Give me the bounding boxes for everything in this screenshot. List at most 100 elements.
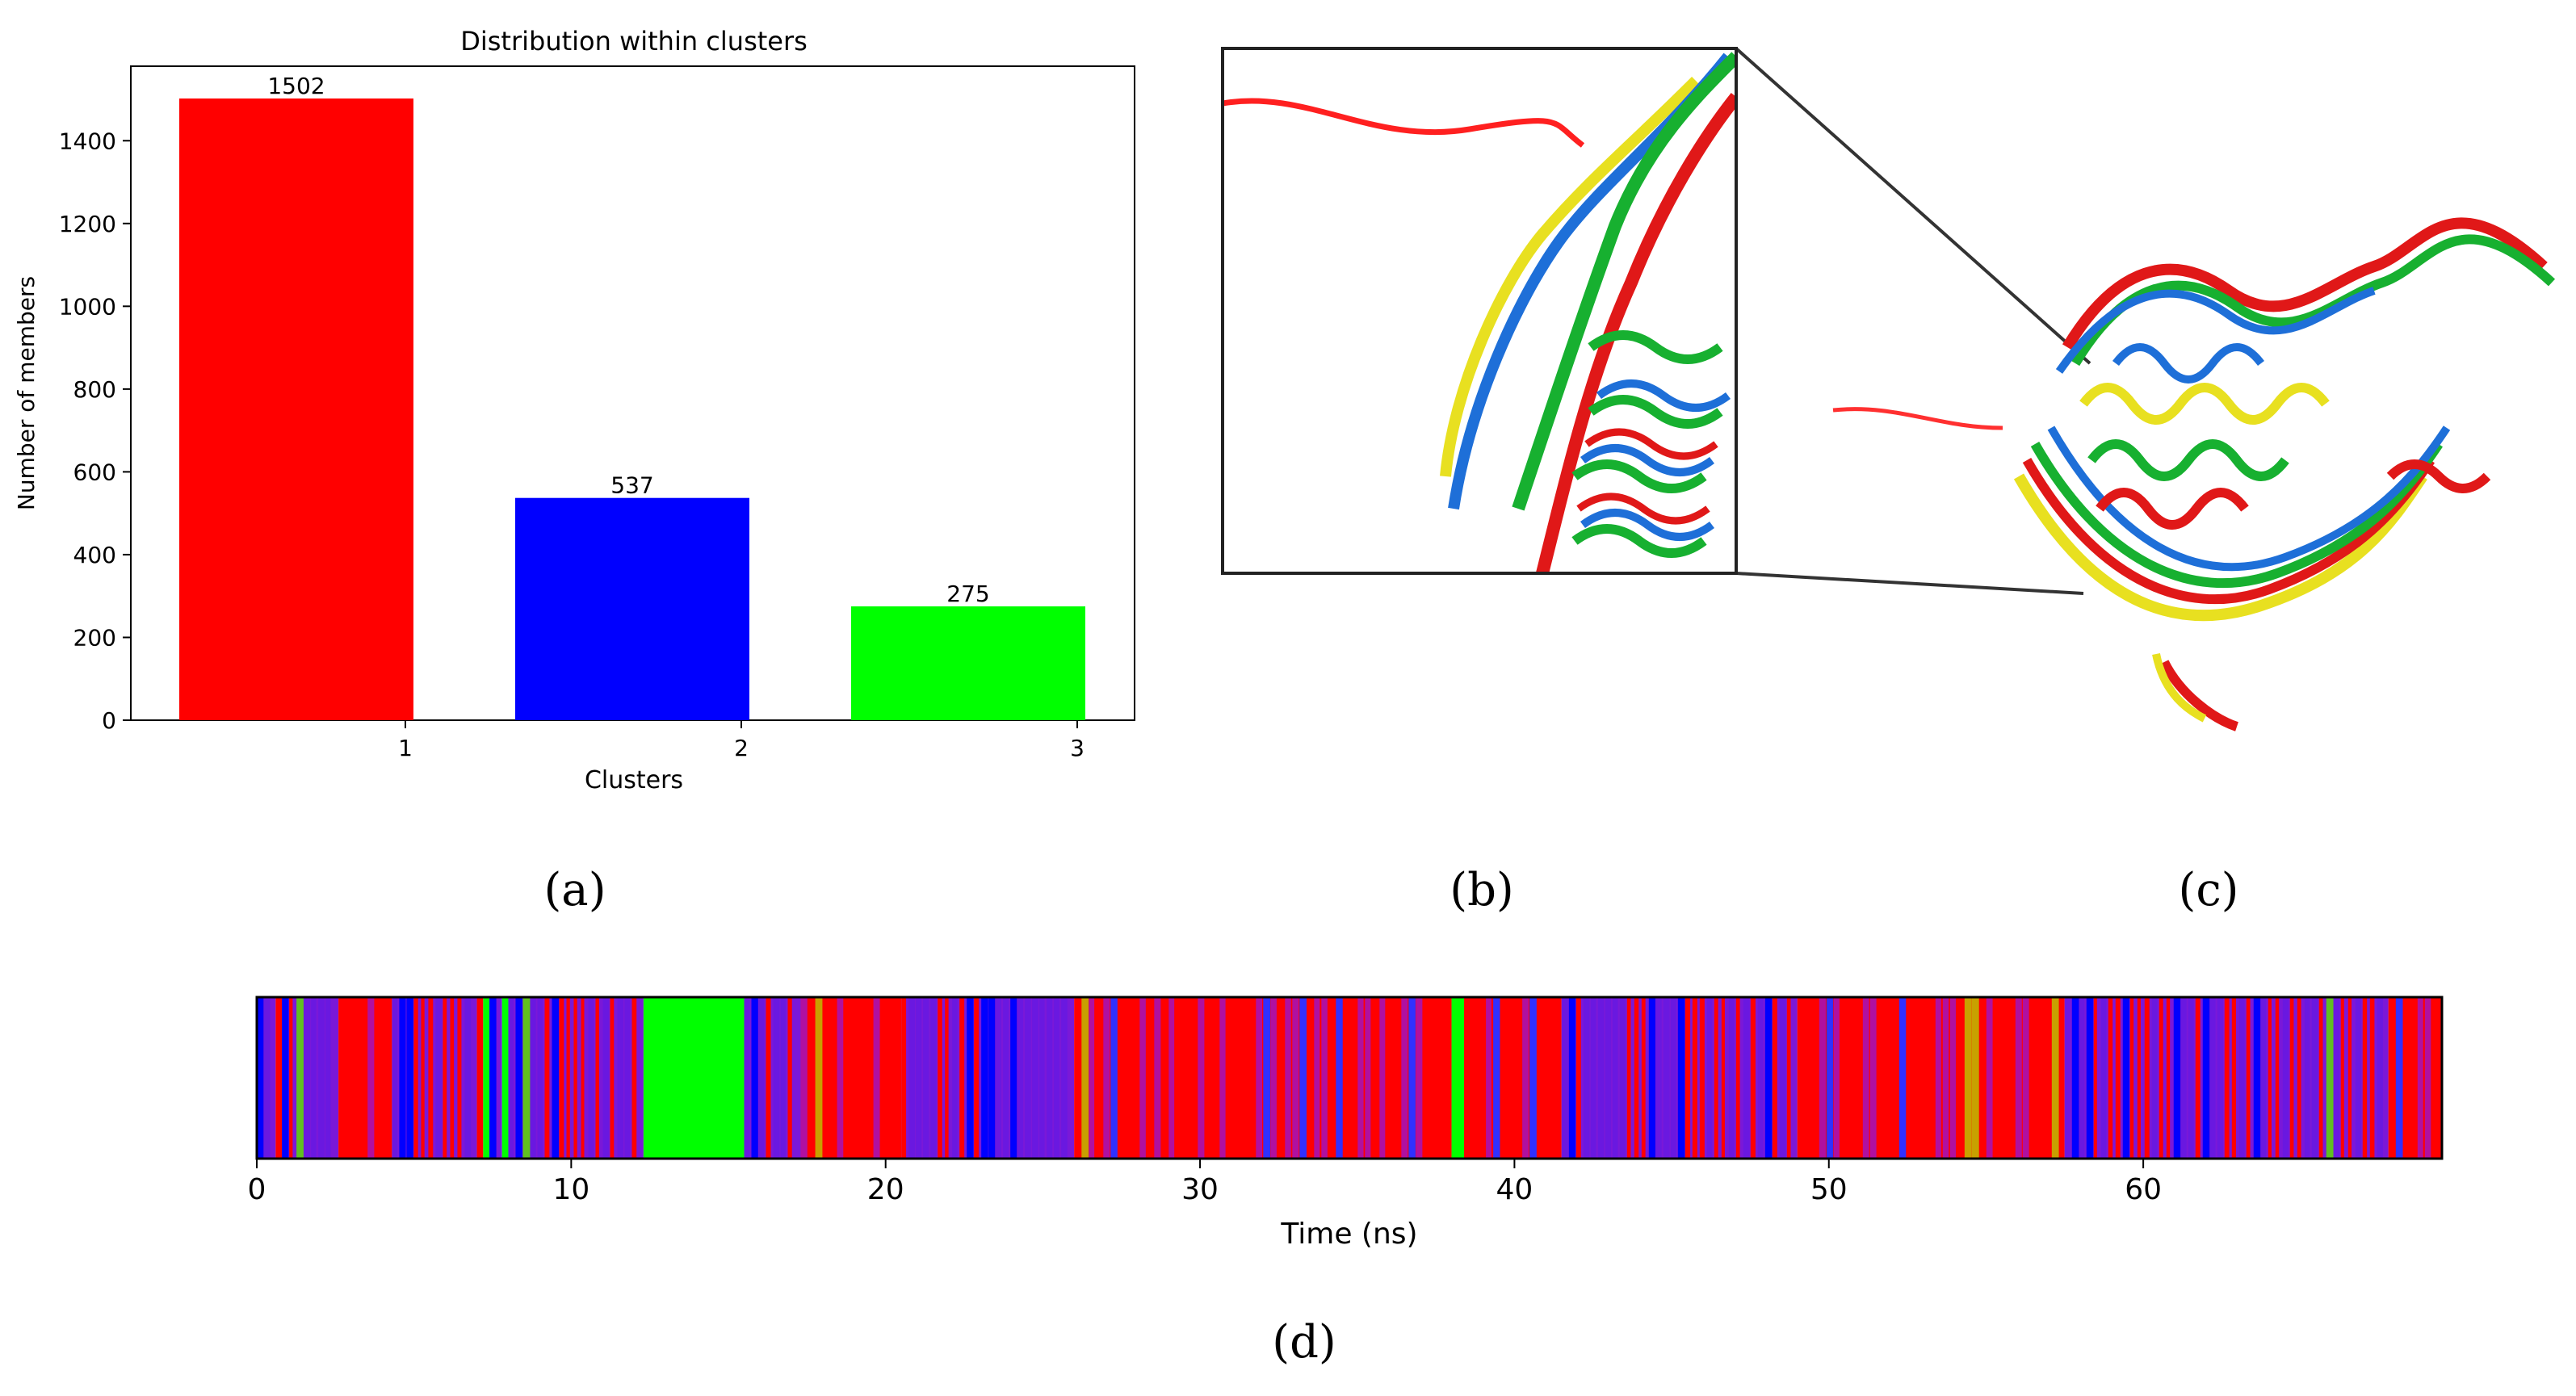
- timeline-stripe: [787, 997, 792, 1159]
- timeline-stripe: [1575, 997, 1581, 1159]
- timeline-stripe: [304, 997, 311, 1159]
- timeline-stripe: [1025, 997, 1031, 1159]
- timeline-stripe: [1772, 997, 1777, 1159]
- timeline-stripe: [1321, 997, 1328, 1159]
- timeline-stripe: [1833, 997, 1840, 1159]
- x-tick-label: 3: [1070, 735, 1085, 761]
- timeline-stripe: [264, 997, 271, 1159]
- timeline-stripe: [1634, 997, 1639, 1159]
- timeline-stripe: [1670, 997, 1676, 1159]
- x-tick-label: 1: [398, 735, 413, 761]
- timeline-stripe: [1256, 997, 1263, 1159]
- timeline-stripe: [1416, 997, 1423, 1159]
- timeline-stripe: [866, 997, 871, 1159]
- timeline-stripe: [2022, 997, 2029, 1159]
- timeline-stripe: [1855, 997, 1861, 1159]
- timeline-stripe: [2166, 997, 2171, 1159]
- timeline-stripe: [880, 997, 886, 1159]
- chart-title: Distribution within clusters: [460, 26, 808, 57]
- timeline-stripe: [2159, 997, 2163, 1159]
- timeline-stripe: [610, 997, 615, 1159]
- timeline-stripe: [2377, 997, 2383, 1159]
- timeline-stripe: [559, 997, 564, 1159]
- timeline-stripe: [2195, 997, 2201, 1159]
- timeline-stripe: [2037, 997, 2042, 1159]
- timeline-stripe: [2268, 997, 2272, 1159]
- timeline-stripe: [2311, 997, 2318, 1159]
- timeline-stripe: [450, 997, 455, 1159]
- timeline-stripe: [2362, 997, 2368, 1159]
- timeline-stripe: [311, 997, 317, 1159]
- timeline-stripe: [1750, 997, 1756, 1159]
- timeline-stripe: [1365, 997, 1371, 1159]
- timeline-stripe: [1379, 997, 1386, 1159]
- timeline-stripe: [1278, 997, 1282, 1159]
- timeline-segment: [483, 997, 490, 1159]
- timeline-stripe: [1423, 997, 1427, 1159]
- timeline-stripe: [1464, 997, 1470, 1159]
- timeline-stripe: [2180, 997, 2187, 1159]
- green-helix: [1571, 330, 1723, 558]
- timeline-stripe: [1408, 997, 1416, 1159]
- timeline-stripe: [1826, 997, 1834, 1159]
- timeline-stripe: [1964, 997, 1972, 1159]
- timeline-stripe: [2424, 997, 2431, 1159]
- timeline-stripe: [1081, 997, 1089, 1159]
- timeline-stripe: [2297, 997, 2301, 1159]
- timeline-stripe: [908, 997, 916, 1159]
- red-backbone: [2062, 217, 2548, 350]
- timeline-stripe: [1568, 997, 1576, 1159]
- timeline-stripe: [1096, 997, 1101, 1159]
- timeline-frame: [255, 996, 2444, 1160]
- timeline-stripe: [1714, 997, 1718, 1159]
- y-axis-label: Number of members: [13, 276, 40, 510]
- timeline-stripe: [257, 997, 264, 1159]
- timeline-stripe: [1515, 997, 1519, 1159]
- cluster-bar-chart: Distribution within clusters 0 200 400 600 8…: [13, 26, 1135, 794]
- timeline-stripe: [1350, 997, 1354, 1159]
- yellow-c-terminal: [2152, 652, 2207, 723]
- timeline-stripe: [399, 997, 406, 1159]
- red-c-terminal: [2159, 660, 2239, 732]
- green-lower-loop: [2030, 441, 2443, 589]
- timeline-stripe: [1394, 997, 1399, 1159]
- timeline-stripe: [829, 997, 834, 1159]
- timeline-stripe: [595, 997, 599, 1159]
- timeline-stripe: [1840, 997, 1846, 1159]
- blue-core-helix: [2112, 343, 2264, 384]
- timeline-stripe: [325, 997, 331, 1159]
- timeline-stripe: [2402, 997, 2406, 1159]
- timeline-stripe: [2115, 997, 2121, 1159]
- timeline-stripe: [1103, 997, 1110, 1159]
- timeline-stripe: [1978, 997, 1982, 1159]
- timeline-stripe: [581, 997, 585, 1159]
- timeline-stripe: [2100, 997, 2107, 1159]
- timeline-stripe: [631, 997, 637, 1159]
- timeline-stripe: [367, 997, 375, 1159]
- timeline-stripe: [1605, 997, 1611, 1159]
- timeline-stripe: [1949, 997, 1956, 1159]
- timeline-stripe: [2209, 997, 2216, 1159]
- timeline-stripe: [1935, 997, 1941, 1159]
- timeline-stripe: [1139, 997, 1146, 1159]
- timeline-stripe: [1906, 997, 1911, 1159]
- timeline-stripe: [808, 997, 812, 1159]
- timeline-stripe: [624, 997, 631, 1159]
- timeline-stripe: [1706, 997, 1713, 1159]
- timeline-stripe: [1176, 997, 1180, 1159]
- time-tick-label: 30: [1181, 1173, 1219, 1206]
- timeline-stripe: [1183, 997, 1189, 1159]
- timeline-stripe: [1537, 997, 1542, 1159]
- timeline-segment: [476, 997, 484, 1159]
- timeline-stripe: [2108, 997, 2113, 1159]
- timeline-stripe: [1699, 997, 1705, 1159]
- timeline-stripe: [1234, 997, 1240, 1159]
- timeline-stripe: [1862, 997, 1869, 1159]
- time-tick-label: 60: [2125, 1173, 2162, 1206]
- red-lower-loop: [2022, 457, 2435, 605]
- y-tick-label: 200: [73, 624, 116, 651]
- yellow-core-helix: [2079, 383, 2330, 425]
- timeline-stripe: [2260, 997, 2267, 1159]
- timeline-stripe: [1913, 997, 1917, 1159]
- blue-lower-loop: [2047, 426, 2451, 572]
